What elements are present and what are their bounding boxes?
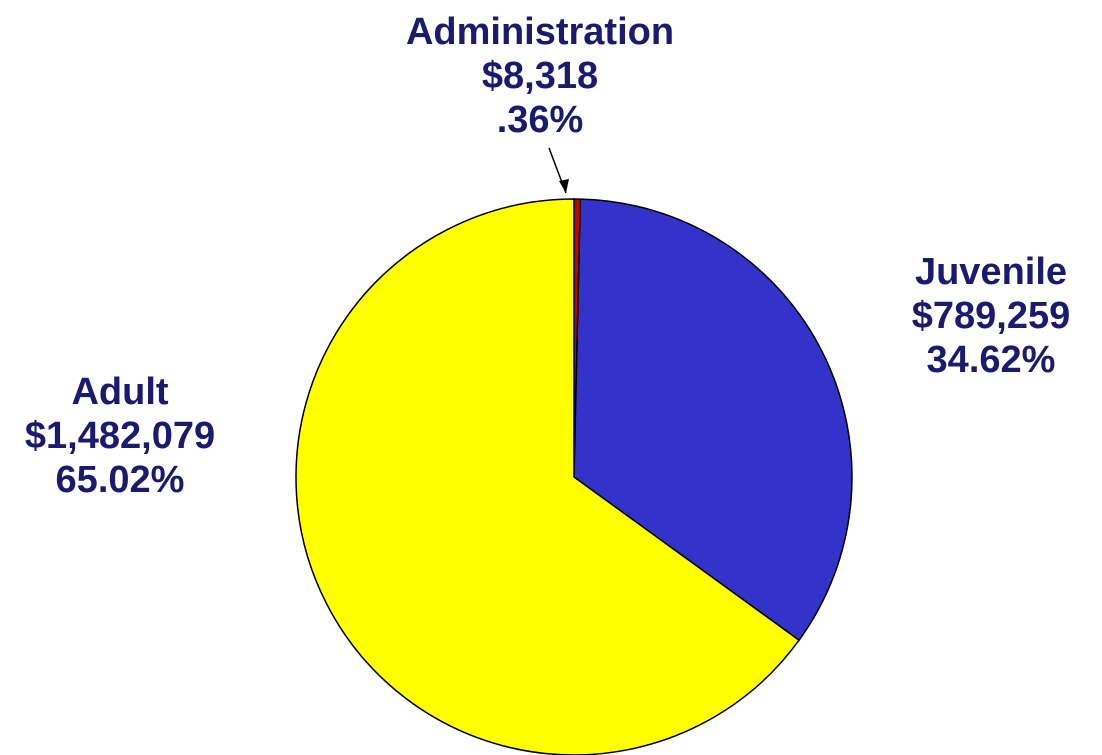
- slice-label-adult: Adult $1,482,079 65.02%: [0, 370, 240, 502]
- pie-slice-juvenile: [573, 198, 853, 642]
- slice-value-adult: $1,482,079: [24, 415, 216, 457]
- leader-line-administration: [548, 147, 569, 194]
- slice-name-juvenile: Juvenile: [914, 251, 1068, 293]
- slice-label-administration: Administration $8,318 .36%: [380, 10, 700, 142]
- slice-percent-adult: 65.02%: [55, 459, 185, 501]
- slice-percent-administration: .36%: [496, 99, 584, 141]
- slice-percent-juvenile: 34.62%: [926, 339, 1056, 381]
- slice-value-administration: $8,318: [481, 55, 599, 97]
- pie-slices: [295, 198, 853, 755]
- slice-name-administration: Administration: [405, 11, 675, 53]
- slice-value-juvenile: $789,259: [911, 295, 1071, 337]
- slice-label-juvenile: Juvenile $789,259 34.62%: [880, 250, 1102, 382]
- slice-name-adult: Adult: [71, 371, 169, 413]
- pie-slice-adult: [295, 198, 801, 755]
